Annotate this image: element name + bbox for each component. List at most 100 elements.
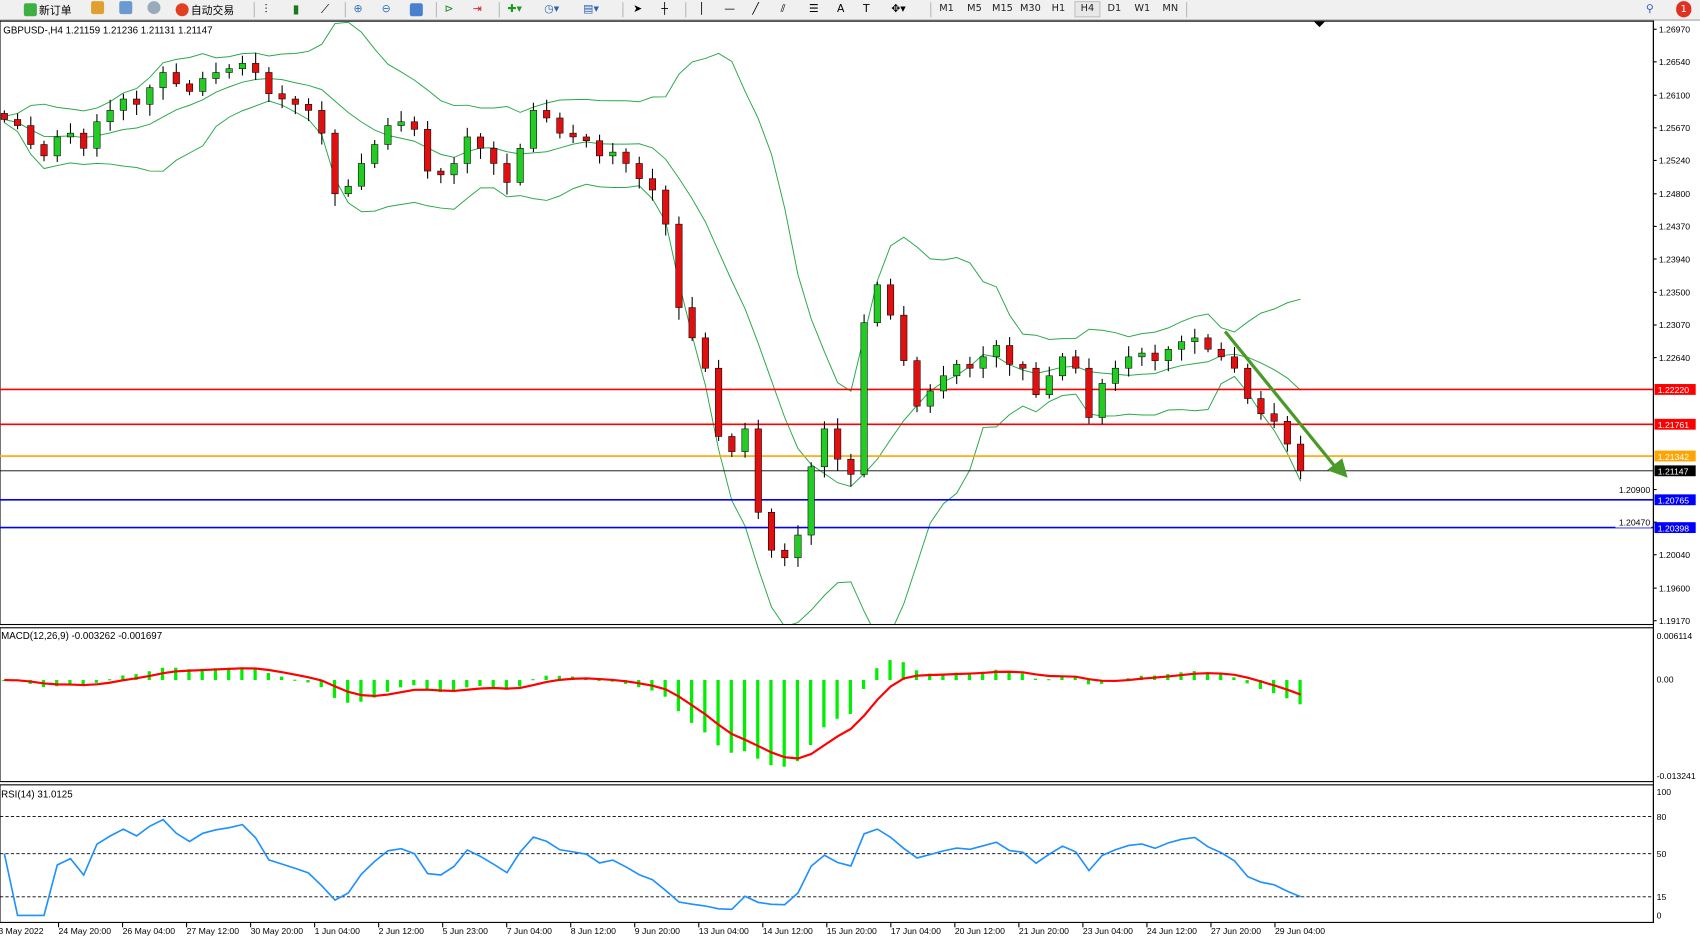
bullish-candle	[199, 78, 207, 92]
bearish-candle	[1283, 421, 1291, 445]
bearish-candle	[40, 144, 48, 157]
text-icon[interactable]: A	[837, 3, 845, 16]
time-tick-label: 29 Jun 04:00	[1275, 926, 1325, 936]
price-tick-label: 1.22640	[1659, 353, 1690, 363]
text-label-icon[interactable]: T	[863, 3, 870, 16]
price-tick-label: 1.20470	[1619, 517, 1650, 527]
bearish-candle	[622, 151, 630, 164]
macd-histogram-bar	[716, 680, 720, 746]
rsi-tick-label: 80	[1657, 812, 1667, 822]
macd-histogram-bar	[729, 680, 733, 753]
templates-icon[interactable]: ▤▾	[583, 3, 599, 16]
equidistant-channel-icon[interactable]: ⫽	[780, 3, 786, 16]
macd-histogram-bar	[1033, 678, 1038, 681]
horizontal-line-icon[interactable]: —	[724, 3, 736, 16]
macd-histogram-bar	[769, 680, 773, 766]
macd-histogram-bar	[967, 672, 972, 681]
chart-shift-icon[interactable]: ⊳	[444, 3, 454, 16]
bearish-candle	[437, 170, 445, 176]
navigator-icon[interactable]	[119, 1, 133, 15]
bar-chart-icon[interactable]: ⫶	[264, 1, 268, 16]
candlestick-icon[interactable]: ▮	[292, 2, 300, 17]
bullish-candle	[53, 136, 61, 157]
new-order-button[interactable]: 新订单	[23, 1, 72, 17]
chart-shift-marker[interactable]	[1314, 21, 1325, 28]
macd-histogram-bar	[980, 671, 985, 681]
zoom-out-icon[interactable]: ⊖	[381, 3, 391, 16]
trendline-icon[interactable]: ╱	[752, 3, 759, 16]
bearish-candle	[1244, 367, 1252, 399]
bearish-candle	[265, 72, 273, 94]
bullish-candle	[529, 110, 537, 149]
vertical-line-icon[interactable]: │	[698, 3, 705, 16]
macd-histogram-bar	[227, 667, 231, 681]
timeframe-h4[interactable]: H4	[1074, 1, 1101, 18]
timeframe-h1[interactable]: H1	[1051, 3, 1066, 15]
macd-histogram-bar	[1232, 677, 1236, 681]
signal-icon[interactable]	[147, 1, 161, 15]
search-icon[interactable]: ⚲	[1645, 3, 1654, 16]
time-tick-label: 26 May 04:00	[123, 926, 176, 936]
fibonacci-icon[interactable]: ☰	[808, 3, 819, 16]
bullish-candle	[1045, 375, 1053, 396]
timeframe-w1[interactable]: W1	[1134, 3, 1151, 15]
bearish-candle	[331, 132, 339, 195]
periods-icon[interactable]: ◷▾	[544, 3, 560, 16]
arrows-icon[interactable]: ✥▾	[891, 3, 906, 16]
axes: 1.22220 1.21761 1.21342 1.21147 1.20765 1.203…	[0, 20, 1696, 936]
timeframe-m30[interactable]: M30	[1019, 3, 1041, 15]
bullish-candle	[1111, 367, 1119, 384]
notification-icon[interactable]: 1	[1676, 1, 1692, 18]
price-tick-label: 1.24800	[1659, 189, 1690, 199]
rsi-pane	[0, 816, 1654, 917]
auto-trading-button[interactable]: 自动交易	[175, 1, 235, 18]
zoom-in-icon[interactable]: ⊕	[353, 3, 363, 16]
macd-histogram-bar	[544, 675, 548, 681]
price-tick-label: 1.23940	[1659, 254, 1690, 264]
timeframe-m5[interactable]: M5	[967, 3, 982, 15]
timeframe-mn[interactable]: MN	[1162, 3, 1179, 15]
line-chart-icon[interactable]: ⟋	[320, 1, 330, 16]
trend-arrow-head	[1327, 458, 1348, 478]
macd-histogram-bar	[809, 680, 813, 746]
bullish-candle	[463, 136, 471, 164]
tile-windows-icon[interactable]	[409, 3, 423, 17]
bearish-candle	[318, 110, 326, 134]
price-tick-label: 1.19600	[1659, 583, 1690, 593]
toolbar: 新订单 自动交易 ⫶ ▮ ⟋ ⊕ ⊖ ⊳ ⇥ ✚▾ ◷▾ ▤▾ ➤ ┼ │ — …	[0, 0, 1700, 21]
macd-histogram-bar	[888, 660, 892, 681]
price-tick-label: 1.24370	[1659, 222, 1690, 232]
bullish-candle	[979, 356, 987, 369]
macd-histogram-bar	[81, 680, 85, 687]
macd-histogram-bar	[293, 679, 297, 681]
cursor-icon[interactable]: ➤	[633, 3, 643, 16]
bearish-candle	[1204, 337, 1212, 350]
indicators-icon[interactable]: ✚▾	[507, 3, 522, 16]
macd-tick-label: -0.013241	[1657, 771, 1696, 781]
macd-histogram-bar	[782, 680, 786, 767]
timeframe-d1[interactable]: D1	[1107, 3, 1122, 15]
macd-histogram-bar	[822, 680, 826, 728]
price-tick-label: 1.26970	[1659, 25, 1690, 35]
auto-trading-label: 自动交易	[190, 5, 235, 18]
macd-histogram-bar	[954, 672, 958, 681]
rsi-tick-label: 15	[1657, 892, 1667, 902]
bollinger-middle-band	[4, 77, 1301, 488]
market-watch-icon[interactable]	[91, 1, 105, 15]
timeframe-m1[interactable]: M1	[939, 3, 954, 15]
price-pane	[0, 21, 1654, 624]
macd-histogram-bar	[1258, 680, 1263, 690]
macd-histogram-bar	[1020, 673, 1024, 681]
timeframe-m15[interactable]: M15	[992, 3, 1013, 15]
crosshair-icon[interactable]: ┼	[661, 3, 668, 16]
time-tick-label: 13 Jun 04:00	[699, 926, 749, 936]
bearish-candle	[0, 113, 8, 120]
time-tick-label: 24 May 20:00	[59, 926, 112, 936]
rsi-tick-label: 100	[1657, 787, 1672, 797]
autoscroll-icon[interactable]: ⇥	[472, 3, 482, 16]
macd-histogram-bar	[848, 680, 852, 714]
bullish-candle	[450, 163, 458, 176]
macd-histogram-bar	[1205, 672, 1210, 681]
